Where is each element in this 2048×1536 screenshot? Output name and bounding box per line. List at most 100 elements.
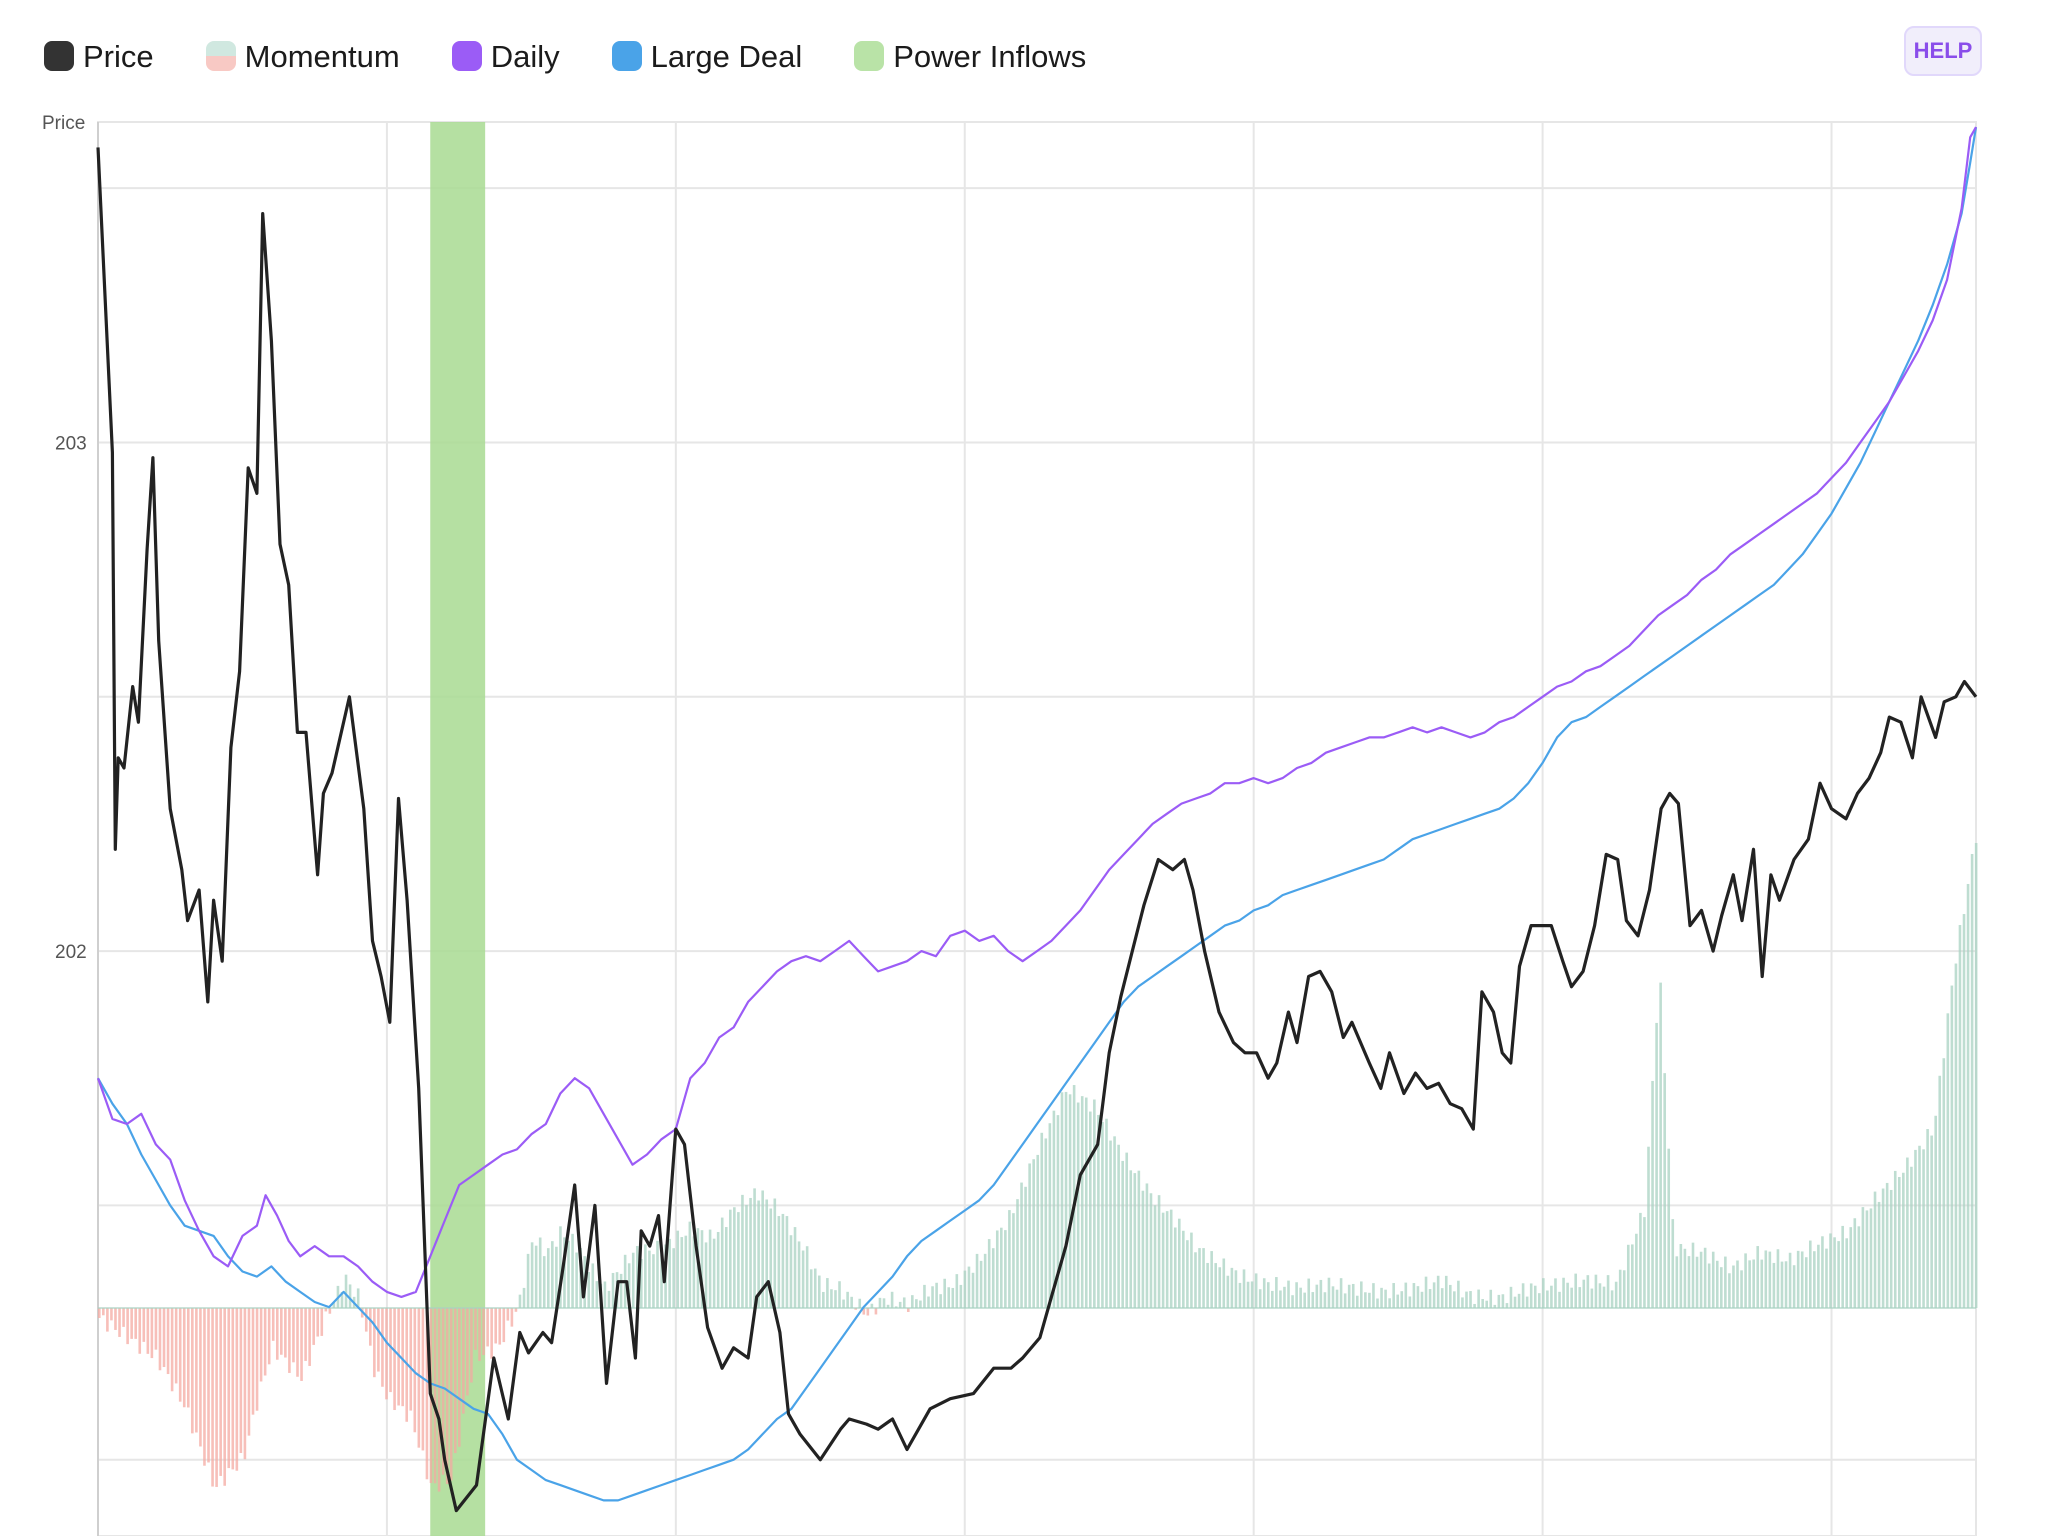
legend-item-daily[interactable]: Daily <box>451 41 560 72</box>
momentum-bar <box>846 1291 849 1308</box>
momentum-bar <box>542 1256 546 1308</box>
momentum-bar <box>1958 925 1962 1308</box>
momentum-bar <box>906 1308 910 1312</box>
momentum-bar <box>1566 1282 1569 1308</box>
momentum-bar <box>457 1308 461 1447</box>
momentum-bar <box>393 1308 396 1411</box>
momentum-bar <box>344 1274 348 1308</box>
momentum-bar <box>146 1308 150 1354</box>
momentum-bar <box>251 1308 255 1415</box>
momentum-bar <box>1250 1281 1254 1308</box>
momentum-bar <box>773 1198 777 1308</box>
momentum-bar <box>1266 1282 1270 1308</box>
legend-item-momentum[interactable]: Momentum <box>205 41 400 72</box>
momentum-bar <box>886 1304 890 1308</box>
momentum-bar <box>813 1268 817 1308</box>
momentum-bar <box>720 1217 724 1308</box>
momentum-bar <box>967 1266 971 1308</box>
momentum-bar <box>1542 1278 1545 1308</box>
momentum-bar <box>668 1238 671 1308</box>
momentum-bar <box>1271 1290 1274 1308</box>
momentum-bar <box>1889 1189 1893 1308</box>
legend-item-price[interactable]: Price <box>44 41 154 72</box>
momentum-bar <box>1388 1298 1391 1308</box>
momentum-bar <box>142 1308 146 1342</box>
momentum-bar <box>1610 1290 1614 1308</box>
momentum-bar <box>466 1308 469 1396</box>
momentum-bar <box>522 1287 526 1308</box>
momentum-bar <box>1335 1289 1339 1308</box>
momentum-bar <box>1574 1273 1577 1308</box>
momentum-bar <box>797 1241 801 1308</box>
momentum-bar <box>494 1308 498 1344</box>
momentum-bar <box>1829 1233 1832 1308</box>
momentum-bar <box>538 1237 542 1308</box>
momentum-bar <box>765 1199 769 1308</box>
momentum-bar <box>1089 1111 1092 1308</box>
momentum-histogram <box>98 842 1978 1492</box>
momentum-bar <box>733 1207 736 1308</box>
momentum-bar <box>1141 1190 1145 1308</box>
momentum-bar <box>1157 1195 1161 1308</box>
momentum-bar <box>1485 1300 1489 1308</box>
momentum-bar <box>478 1308 481 1361</box>
legend-item-large-deal[interactable]: Large Deal <box>611 41 802 72</box>
momentum-bar <box>1044 1138 1048 1308</box>
momentum-swatch <box>205 41 236 71</box>
momentum-bar <box>1687 1256 1691 1308</box>
help-button[interactable]: HELP <box>1904 26 1982 76</box>
momentum-bar <box>915 1299 918 1308</box>
momentum-bar <box>441 1308 445 1475</box>
momentum-bar <box>320 1308 324 1336</box>
momentum-bar <box>866 1308 870 1316</box>
momentum-bar <box>502 1308 506 1343</box>
momentum-bar <box>1732 1265 1735 1308</box>
momentum-bar <box>1380 1287 1383 1308</box>
momentum-bar <box>1760 1259 1764 1308</box>
momentum-bar <box>498 1308 502 1345</box>
momentum-bar <box>724 1227 728 1308</box>
momentum-bar <box>259 1308 263 1382</box>
momentum-bar <box>158 1308 162 1371</box>
momentum-bar <box>1182 1230 1185 1308</box>
momentum-bar <box>304 1308 307 1361</box>
momentum-bar <box>1315 1284 1319 1308</box>
momentum-bar <box>166 1308 170 1375</box>
momentum-bar <box>1101 1121 1104 1308</box>
momentum-bar <box>445 1308 449 1484</box>
momentum-bar <box>1752 1259 1755 1308</box>
momentum-bar <box>595 1281 599 1308</box>
momentum-bar <box>716 1231 720 1308</box>
momentum-bar <box>1412 1283 1416 1308</box>
momentum-bar <box>1893 1170 1897 1308</box>
momentum-bar <box>1218 1267 1222 1308</box>
momentum-bar <box>1562 1277 1565 1308</box>
momentum-bar <box>640 1258 643 1308</box>
momentum-bar <box>1489 1289 1493 1308</box>
momentum-bar <box>1800 1251 1804 1308</box>
momentum-bar <box>1626 1244 1630 1308</box>
momentum-bar <box>559 1226 562 1308</box>
momentum-bar <box>530 1242 534 1308</box>
momentum-bar <box>1364 1292 1367 1308</box>
momentum-bar <box>506 1308 510 1321</box>
momentum-bar <box>1505 1303 1509 1308</box>
momentum-bar <box>1938 1075 1942 1308</box>
momentum-bar <box>1877 1201 1881 1308</box>
momentum-bar <box>652 1254 655 1308</box>
momentum-bar <box>1238 1282 1242 1308</box>
momentum-bar <box>551 1241 554 1308</box>
momentum-bar <box>98 1308 101 1318</box>
momentum-bar <box>162 1308 166 1368</box>
momentum-bar <box>1275 1277 1278 1308</box>
momentum-bar <box>684 1235 688 1308</box>
momentum-bar <box>413 1308 417 1433</box>
momentum-bar <box>785 1216 789 1308</box>
legend-item-power-inflows[interactable]: Power Inflows <box>854 41 1086 72</box>
momentum-bar <box>1420 1291 1424 1308</box>
momentum-bar <box>324 1308 328 1312</box>
momentum-bar <box>1121 1160 1124 1308</box>
momentum-bar <box>1962 914 1966 1308</box>
momentum-bar <box>919 1300 922 1308</box>
